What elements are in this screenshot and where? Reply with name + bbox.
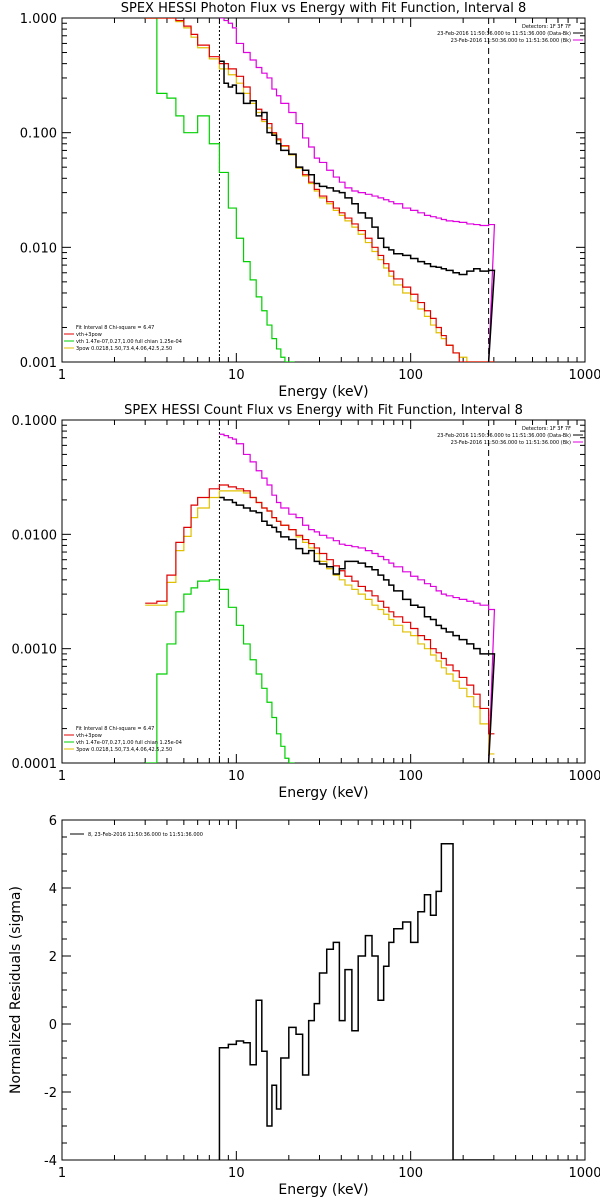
chart-panel-2: 1 10 100 1000 0.0001 0.0010 0.0100 0.1000 SPEX H… [12, 403, 600, 801]
legend-entry: 23-Feb-2016 11:50:36.000 to 11:51:36.000… [437, 31, 571, 37]
series-power-law [145, 18, 495, 362]
chart-title: SPEX HESSI Photon Flux vs Energy with Fi… [121, 1, 527, 16]
legend-entry: Detectors: 1F 3F 7F [522, 426, 571, 432]
series-data [219, 60, 496, 362]
chart-panel-3: 1 10 100 1000 -4 -2 0 2 4 6 Energy (keV) Normalized… [8, 814, 600, 1198]
x-tick-label: 1000 [568, 368, 600, 383]
series-background [219, 18, 496, 362]
series-thermal [145, 18, 295, 362]
y-tick-label: 0.0100 [12, 528, 58, 543]
plot-frame [61, 419, 586, 764]
plot-frame [61, 819, 586, 1161]
legend-entry: vth+3pow [76, 733, 102, 739]
series-power-law [145, 490, 495, 755]
x-tick-label: 1 [58, 769, 66, 784]
x-tick-label: 10 [228, 769, 245, 784]
y-tick-label: 4 [49, 882, 57, 897]
legend-entry: 23-Feb-2016 11:50:36.000 to 11:51:36.000… [451, 38, 571, 44]
plot-area [218, 843, 495, 1160]
series-total-fit [145, 484, 495, 735]
x-axis-label: Energy (keV) [278, 1182, 368, 1198]
y-tick-label: 0.1000 [12, 414, 58, 429]
plot-frame [61, 17, 586, 363]
legend-bottom-left: Fit Interval 8 Chi-square = 6.47vth+3pow… [64, 325, 182, 352]
x-axis-label: Energy (keV) [278, 384, 368, 400]
x-tick-label: 100 [398, 1166, 423, 1181]
chart-panel-1: 1 10 100 1000 0.001 0.010 0.100 1.000 SPEX HESSI… [20, 1, 600, 400]
y-tick-label: 0.0010 [12, 643, 58, 658]
y-tick-label: -4 [44, 1154, 57, 1169]
plot-area [145, 420, 496, 763]
legend-bottom-left: Fit Interval 8 Chi-square = 6.47vth+3pow… [64, 726, 182, 753]
legend-entry: vth+3pow [76, 332, 102, 338]
y-tick-label: 0.010 [20, 241, 57, 256]
x-tick-label: 100 [398, 769, 423, 784]
x-tick-label: 100 [398, 368, 423, 383]
legend-entry: 23-Feb-2016 11:50:36.000 to 11:51:36.000… [451, 440, 571, 446]
legend-entry: Fit Interval 8 Chi-square = 6.47 [76, 325, 154, 331]
legend-entry: 23-Feb-2016 11:50:36.000 to 11:51:36.000… [437, 433, 571, 439]
series-line-0 [218, 843, 495, 1160]
x-tick-label: 10 [228, 368, 245, 383]
legend-entry: 3pow 0.0218,1.50,73.4,4.06,42.5,2.50 [76, 346, 172, 352]
y-tick-label: 0.001 [20, 356, 57, 371]
legend-entry: Fit Interval 8 Chi-square = 6.47 [76, 726, 154, 732]
y-tick-label: 1.000 [20, 12, 57, 27]
x-tick-label: 1 [58, 1166, 66, 1181]
legend-entry: Detectors: 1F 3F 7F [522, 24, 571, 30]
y-tick-label: 2 [49, 950, 57, 965]
legend-entry: vth 1.47e-07,0.27,1.00 full chian 1.25e-… [76, 740, 182, 746]
x-tick-label: 10 [228, 1166, 245, 1181]
x-tick-label: 1000 [568, 769, 600, 784]
legend-entry: 8, 23-Feb-2016 11:50:36.000 to 11:51:36.… [88, 832, 203, 838]
plot-area [145, 18, 496, 362]
legend-entry: vth 1.47e-07,0.27,1.00 full chian 1.25e-… [76, 339, 182, 345]
y-tick-label: 6 [49, 814, 57, 829]
legend: 8, 23-Feb-2016 11:50:36.000 to 11:51:36.… [70, 832, 203, 838]
series-background [219, 433, 496, 763]
series-data [219, 496, 496, 763]
chart-title: SPEX HESSI Count Flux vs Energy with Fit… [124, 403, 523, 418]
y-axis-label: Normalized Residuals (sigma) [8, 886, 24, 1094]
y-tick-label: 0 [49, 1018, 57, 1033]
legend-entry: 3pow 0.0218,1.50,73.4,4.06,42.5,2.50 [76, 747, 172, 753]
y-tick-label: 0.100 [20, 127, 57, 142]
y-tick-label: -2 [44, 1086, 57, 1101]
series-total-fit [145, 18, 495, 362]
y-tick-label: 0.0001 [12, 757, 58, 772]
x-tick-label: 1000 [568, 1166, 600, 1181]
x-tick-label: 1 [58, 368, 66, 383]
series-thermal [145, 579, 295, 763]
x-axis-label: Energy (keV) [278, 785, 368, 801]
